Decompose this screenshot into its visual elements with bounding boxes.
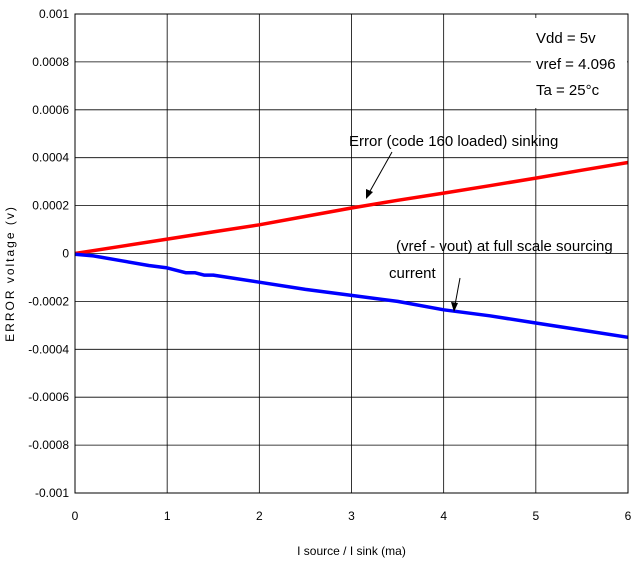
annotation-sourcing-arrow [455, 278, 460, 305]
y-tick-labels: 0.001 0.0008 0.0006 0.0004 0.0002 0 -0.0002 -0.… [28, 7, 69, 500]
annotation-sinking-arrowhead [366, 189, 373, 199]
y-tick-label: 0.0004 [32, 151, 69, 165]
annotations: Error (code 160 loaded) sinking (vref - … [349, 133, 613, 312]
x-tick-label: 5 [532, 509, 539, 523]
y-tick-label: -0.0004 [28, 342, 69, 356]
y-axis-title: ERROR voltage (v) [3, 205, 17, 342]
y-tick-label: -0.0002 [28, 294, 69, 308]
condition-vdd: Vdd = 5v [536, 30, 596, 47]
x-tick-labels: 0 1 2 3 4 5 6 [72, 509, 632, 523]
x-axis-title: I source / I sink (ma) [297, 544, 406, 558]
annotation-sourcing-current: current [389, 265, 437, 282]
y-tick-label: 0 [62, 247, 69, 261]
x-tick-label: 3 [348, 509, 355, 523]
y-tick-label: -0.0008 [28, 438, 69, 452]
condition-vref: vref = 4.096 [536, 56, 616, 73]
annotation-sinking: Error (code 160 loaded) sinking [349, 133, 558, 150]
conditions-box: Vdd = 5v vref = 4.096 Ta = 25°c [531, 18, 627, 108]
x-tick-label: 2 [256, 509, 263, 523]
x-tick-label: 6 [625, 509, 632, 523]
y-tick-label: 0.0002 [32, 199, 69, 213]
y-tick-label: 0.001 [39, 7, 69, 21]
x-tick-label: 0 [72, 509, 79, 523]
condition-ta: Ta = 25°c [536, 82, 600, 99]
y-tick-label: 0.0006 [32, 103, 69, 117]
x-tick-label: 4 [440, 509, 447, 523]
y-tick-label: -0.0006 [28, 390, 69, 404]
annotation-sourcing: (vref - vout) at full scale sourcing [396, 238, 613, 255]
annotation-sinking-arrow [369, 152, 392, 193]
x-tick-label: 1 [164, 509, 171, 523]
y-tick-label: -0.001 [35, 486, 69, 500]
y-tick-label: 0.0008 [32, 55, 69, 69]
